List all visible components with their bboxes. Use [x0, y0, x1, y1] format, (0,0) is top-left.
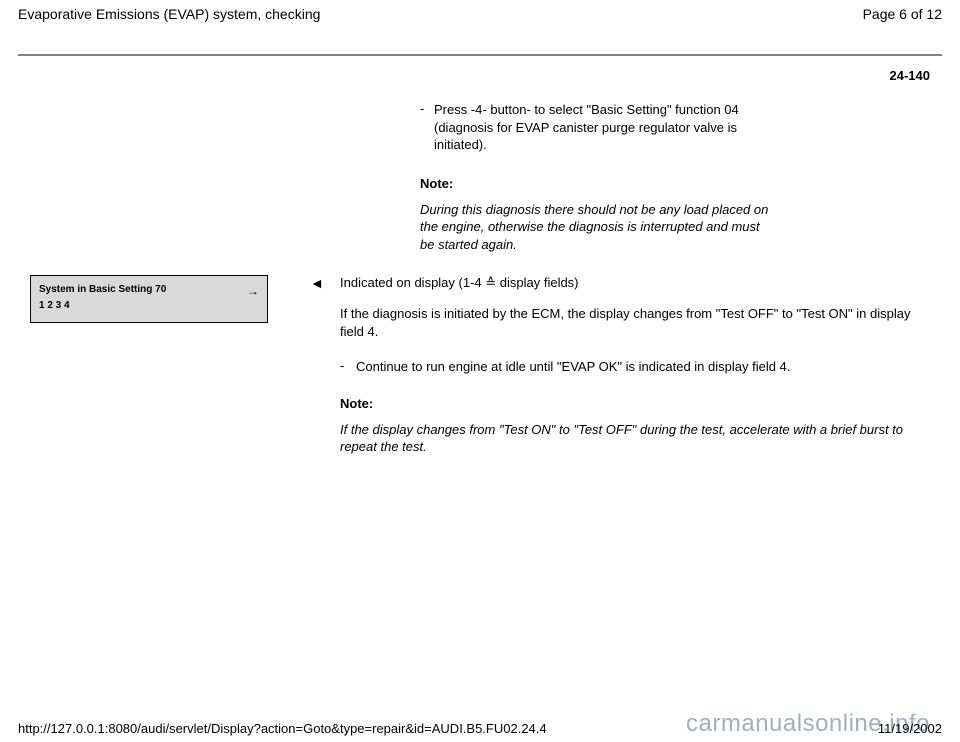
page-indicator: Page 6 of 12 [863, 6, 942, 22]
bullet-dash: - [420, 101, 434, 154]
footer-date: 11/19/2002 [878, 721, 942, 736]
diagnosis-paragraph: If the diagnosis is initiated by the ECM… [340, 305, 930, 340]
instruction-text: Press -4- button- to select "Basic Setti… [434, 101, 770, 154]
note-label: Note: [340, 396, 930, 411]
note-body: During this diagnosis there should not b… [420, 201, 770, 254]
continue-instruction: Continue to run engine at idle until "EV… [356, 358, 790, 376]
triangle-left-icon: ◄ [310, 275, 340, 291]
display-line-1: System in Basic Setting 70 [39, 282, 259, 298]
note-label: Note: [420, 176, 770, 191]
indicated-line: Indicated on display (1-4 ≙ display fiel… [340, 275, 579, 291]
diagnostic-display-box: → System in Basic Setting 70 1 2 3 4 [30, 275, 268, 323]
arrow-right-icon: → [247, 282, 259, 301]
bullet-dash: - [340, 358, 356, 376]
header-title: Evaporative Emissions (EVAP) system, che… [18, 6, 320, 22]
footer-url: http://127.0.0.1:8080/audi/servlet/Displ… [18, 721, 547, 736]
section-number: 24-140 [0, 56, 960, 83]
note-body: If the display changes from "Test ON" to… [340, 421, 930, 456]
display-line-2: 1 2 3 4 [39, 298, 259, 314]
